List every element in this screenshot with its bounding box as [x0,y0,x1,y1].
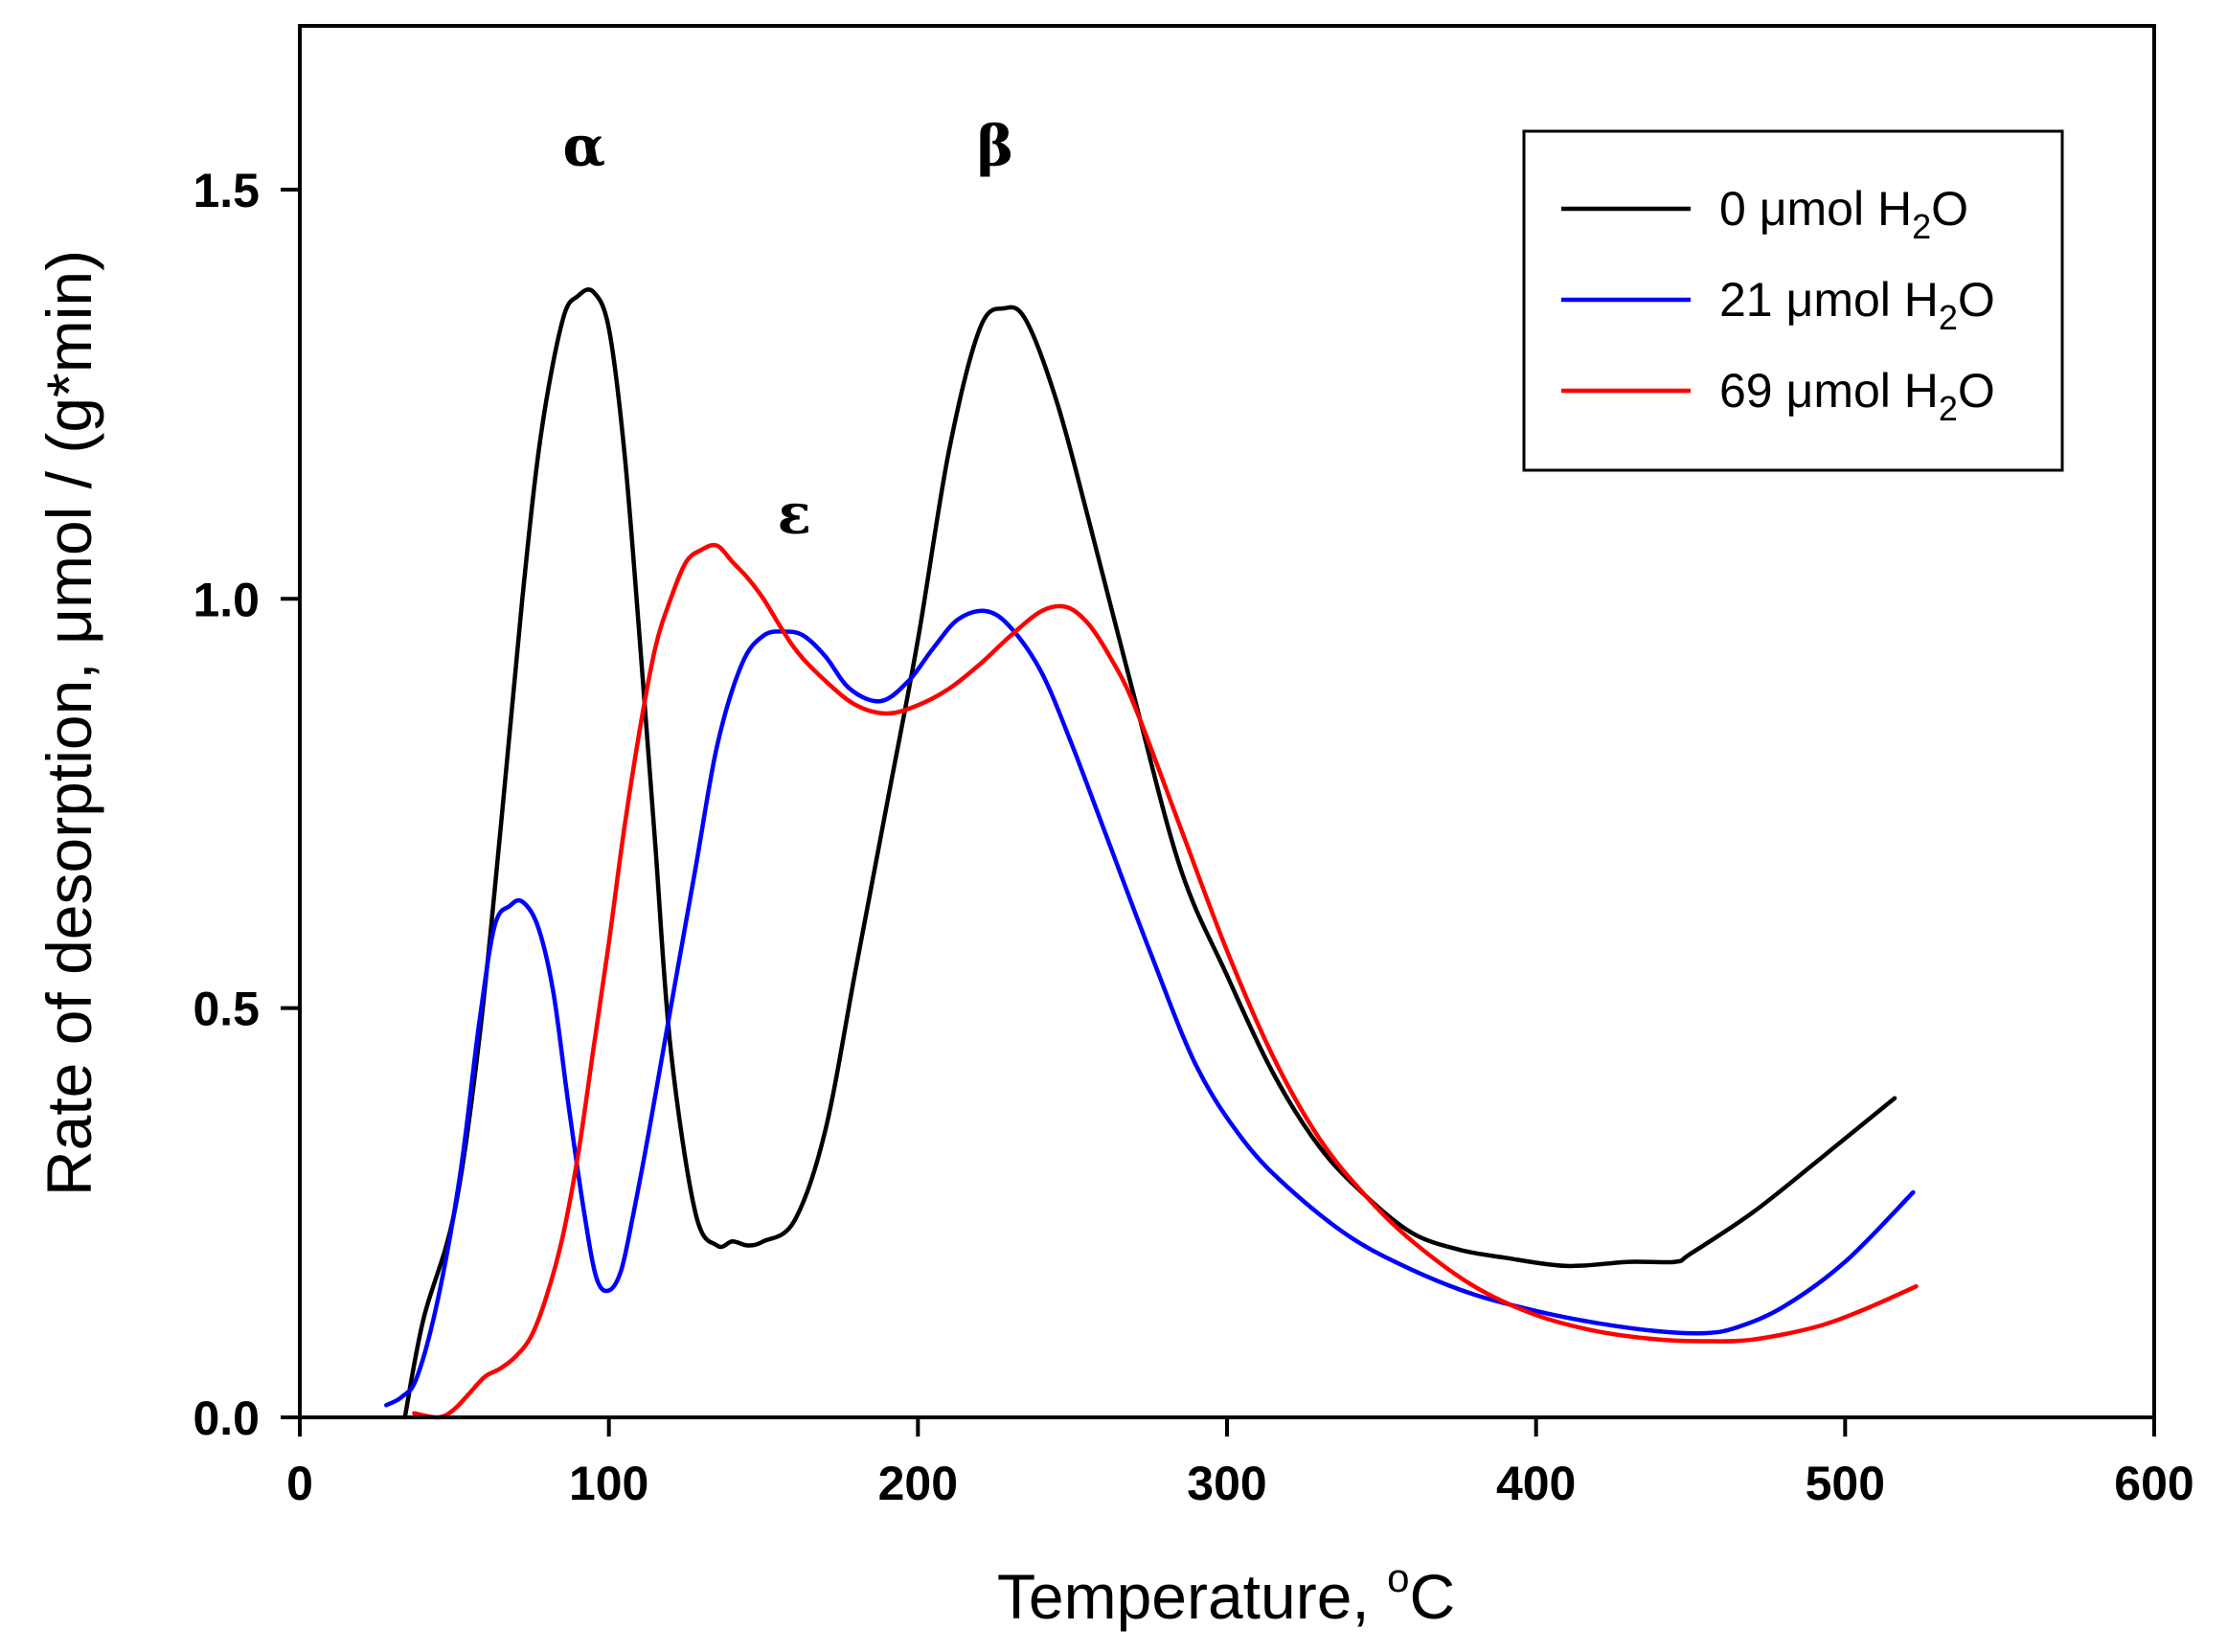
legend-item-0-umol: 0 μmol H2O [1561,182,1968,246]
x-axis-ticks: 0 100 200 300 400 500 600 [286,1417,2194,1510]
x-tick-label: 600 [2114,1457,2193,1510]
x-axis-unit-degree: o [1387,1555,1409,1600]
legend-item-69-umol: 69 μmol H2O [1561,364,1995,428]
x-tick-label: 200 [878,1457,958,1510]
legend: 0 μmol H2O 21 μmol H2O 69 μmol H2O [1522,129,2064,472]
y-tick-label: 1.5 [193,164,260,217]
x-tick-label: 300 [1187,1457,1266,1510]
x-tick-label: 0 [286,1457,313,1510]
x-axis-title: Temperature, oC [997,1555,1455,1632]
series-layer [384,287,1919,1420]
y-axis-title: Rate of desorption, μmol / (g*min) [34,250,104,1196]
peak-label-epsilon: ε [778,482,811,547]
legend-label: 21 μmol H2O [1719,273,1995,337]
peak-label-alpha: α [563,113,606,178]
peak-label-beta: β [977,113,1014,178]
series-line-69-umol [412,542,1919,1420]
x-tick-label: 100 [569,1457,648,1510]
y-tick-label: 0.5 [193,983,260,1036]
legend-item-21-umol: 21 μmol H2O [1561,273,1995,337]
y-tick-label: 0.0 [193,1392,260,1445]
plot-area [384,287,1919,1420]
series-line-0-umol [402,287,1897,1420]
x-tick-label: 500 [1806,1457,1885,1510]
legend-label: 69 μmol H2O [1719,364,1995,428]
legend-label: 0 μmol H2O [1719,182,1968,246]
series-line-21-umol [384,608,1916,1408]
y-axis-ticks: 0.0 0.5 1.0 1.5 [193,164,300,1445]
legend-items: 0 μmol H2O 21 μmol H2O 69 μmol H2O [1561,182,1995,428]
y-tick-label: 1.0 [193,573,260,626]
x-tick-label: 400 [1496,1457,1576,1510]
x-axis-unit: C [1409,1561,1455,1632]
